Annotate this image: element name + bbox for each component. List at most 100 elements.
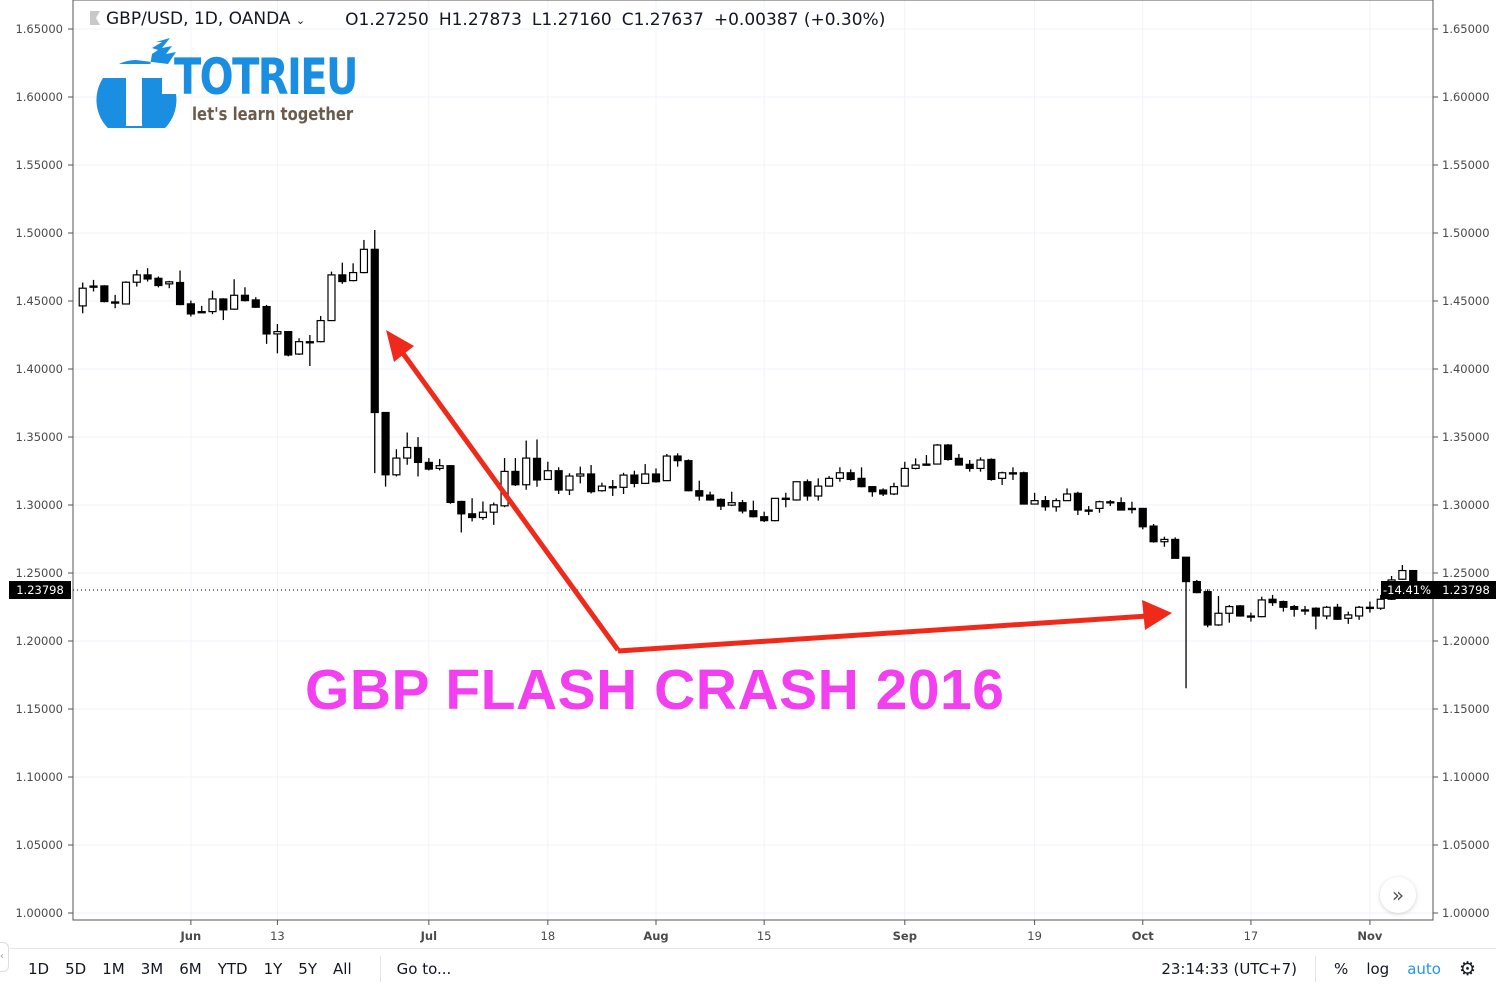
candles xyxy=(78,230,1418,689)
y-tick-label: 1.35000 xyxy=(15,430,63,444)
range-1y-button[interactable]: 1Y xyxy=(263,960,283,978)
candle-body-up xyxy=(1376,598,1385,609)
price-axis-right[interactable]: 1.65000 1.60000 1.55000 1.50000 1.45000 1.400… xyxy=(1433,22,1490,920)
candle xyxy=(889,482,899,496)
close-value: C1.27637 xyxy=(621,10,704,30)
y-tick-label: 1.15000 xyxy=(15,702,63,716)
range-5d-button[interactable]: 5D xyxy=(65,960,87,978)
range-1m-button[interactable]: 1M xyxy=(102,960,125,978)
candle xyxy=(792,481,801,501)
y-tick-label: 1.20000 xyxy=(1442,634,1490,648)
range-all-button[interactable]: All xyxy=(333,960,352,978)
candle-body-up xyxy=(662,455,671,482)
goto-button[interactable]: Go to... xyxy=(396,960,452,978)
log-scale-toggle[interactable]: log xyxy=(1366,960,1390,978)
collapse-panel-button[interactable]: ‹ xyxy=(0,942,9,972)
candle xyxy=(446,465,455,504)
candle-body-up xyxy=(1106,501,1115,504)
y-tick-label: 1.15000 xyxy=(1442,702,1490,716)
candle xyxy=(392,449,401,477)
candle xyxy=(608,479,617,497)
symbol-selector[interactable]: GBP/USD, 1D, OANDA ⌄ xyxy=(90,9,305,31)
candle-body-down xyxy=(1268,598,1277,604)
candle xyxy=(1019,471,1028,505)
candle-body-up xyxy=(770,497,780,522)
candle-body-down xyxy=(186,303,195,315)
candle xyxy=(327,271,336,322)
candle-body-down xyxy=(1117,502,1126,511)
candle-body-down xyxy=(413,446,423,464)
y-tick-label: 1.65000 xyxy=(15,22,63,36)
grid-lines xyxy=(73,0,1433,920)
candle-body-down xyxy=(468,513,477,519)
candle-body-down xyxy=(1333,606,1342,620)
candle-body-up xyxy=(1127,507,1137,511)
x-tick-label: Aug xyxy=(643,929,668,943)
candle-body-down xyxy=(846,472,855,481)
logo-tagline: let's learn together xyxy=(192,104,354,125)
candle xyxy=(230,279,239,310)
candle xyxy=(1290,604,1299,617)
candle-body-up xyxy=(1030,500,1039,505)
time-axis[interactable]: Jun 13 Jul 18 Aug 15 Sep 19 Oct 17 Nov xyxy=(180,920,1383,943)
candle xyxy=(197,305,206,314)
candle xyxy=(943,444,953,461)
candle-body-down xyxy=(965,463,974,470)
auto-scale-toggle[interactable]: auto xyxy=(1407,960,1441,978)
candle xyxy=(262,304,271,344)
candle xyxy=(1365,601,1375,613)
candle-body-down xyxy=(651,473,661,483)
y-tick-label: 1.60000 xyxy=(15,90,63,104)
candle xyxy=(846,469,855,481)
candle-body-up xyxy=(1300,609,1310,612)
candle xyxy=(824,476,834,487)
candle-body-down xyxy=(987,458,996,481)
candle-body-down xyxy=(803,481,812,497)
price-axis-left[interactable]: 1.65000 1.60000 1.55000 1.50000 1.45000 1.400… xyxy=(15,22,73,920)
double-chevron-right-icon: » xyxy=(1391,883,1405,907)
candle-body-up xyxy=(1095,501,1104,509)
candle xyxy=(803,479,812,501)
candle-body-down xyxy=(1311,607,1320,617)
range-5y-button[interactable]: 5Y xyxy=(298,960,318,978)
totrieu-logo: TOTRIEU let's learn together xyxy=(92,36,358,128)
candle xyxy=(1246,612,1256,622)
candle-body-up xyxy=(316,319,325,343)
candle xyxy=(1214,595,1223,626)
candle-body-down xyxy=(879,489,888,495)
candle-body-down xyxy=(111,301,120,304)
candle-body-down xyxy=(586,473,596,493)
last-price-label-right: -14.41% 1.23798 xyxy=(1381,581,1496,599)
gear-icon[interactable]: ⚙ xyxy=(1458,958,1476,980)
candle-body-down xyxy=(1149,525,1158,543)
percent-scale-toggle[interactable]: % xyxy=(1334,960,1349,978)
candle xyxy=(219,298,228,321)
range-ytd-button[interactable]: YTD xyxy=(217,960,248,978)
candle xyxy=(1225,604,1234,623)
last-price-right-text: 1.23798 xyxy=(1442,583,1490,597)
x-tick-label: Nov xyxy=(1357,929,1383,943)
range-1d-button[interactable]: 1D xyxy=(28,960,50,978)
candle-body-down xyxy=(738,502,747,512)
candle-body-down xyxy=(868,486,877,493)
candle-body-up xyxy=(1160,538,1169,543)
candle xyxy=(1311,607,1320,630)
candle xyxy=(1171,537,1180,559)
candle xyxy=(933,444,942,465)
candle-body-up xyxy=(359,248,369,274)
range-6m-button[interactable]: 6M xyxy=(179,960,202,978)
candle xyxy=(89,279,98,292)
candle-body-down xyxy=(695,490,704,497)
candle xyxy=(911,458,920,470)
candle-body-down xyxy=(1073,492,1082,511)
candle xyxy=(240,287,250,302)
candle xyxy=(208,290,217,315)
range-3m-button[interactable]: 3M xyxy=(140,960,164,978)
candle xyxy=(814,478,823,501)
candle xyxy=(132,269,141,287)
scroll-to-realtime-button[interactable]: » xyxy=(1380,877,1416,913)
candle-body-down xyxy=(1203,591,1212,626)
candle xyxy=(478,501,488,520)
x-tick-label: 18 xyxy=(541,929,556,943)
